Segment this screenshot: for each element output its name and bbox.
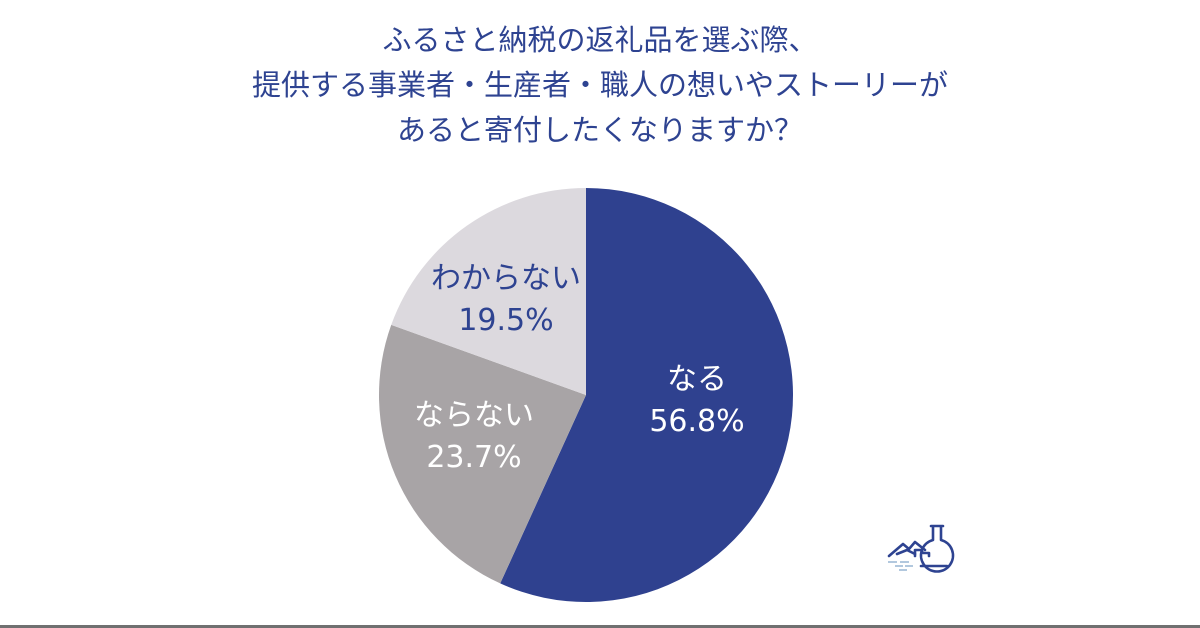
slice-naranai xyxy=(379,324,586,584)
slice-naru xyxy=(500,188,794,603)
title-line-2: 提供する事業者・生産者・職人の想いやストーリーが xyxy=(251,68,948,102)
slice-value: 23.7% xyxy=(426,440,522,475)
bottom-border xyxy=(0,625,1200,628)
slice-label-naranai: ならない 23.7% xyxy=(414,395,534,479)
slice-name: ならない xyxy=(414,398,534,433)
flask-mountain-icon xyxy=(887,524,955,573)
slice-value: 56.8% xyxy=(649,404,745,439)
slice-name: なる xyxy=(667,362,727,397)
slice-name: わからない xyxy=(431,261,581,296)
chart-title: ふるさと納税の返礼品を選ぶ際、 提供する事業者・生産者・職人の想いやストーリーが… xyxy=(0,18,1200,153)
slice-value: 19.5% xyxy=(458,303,554,338)
title-line-1: ふるさと納税の返礼品を選ぶ際、 xyxy=(382,23,818,57)
title-line-3: あると寄付したくなりますか？ xyxy=(396,113,803,147)
slice-wakaranai xyxy=(391,188,586,395)
slice-label-naru: なる 56.8% xyxy=(649,359,744,443)
slice-label-wakaranai: わからない 19.5% xyxy=(431,258,581,342)
